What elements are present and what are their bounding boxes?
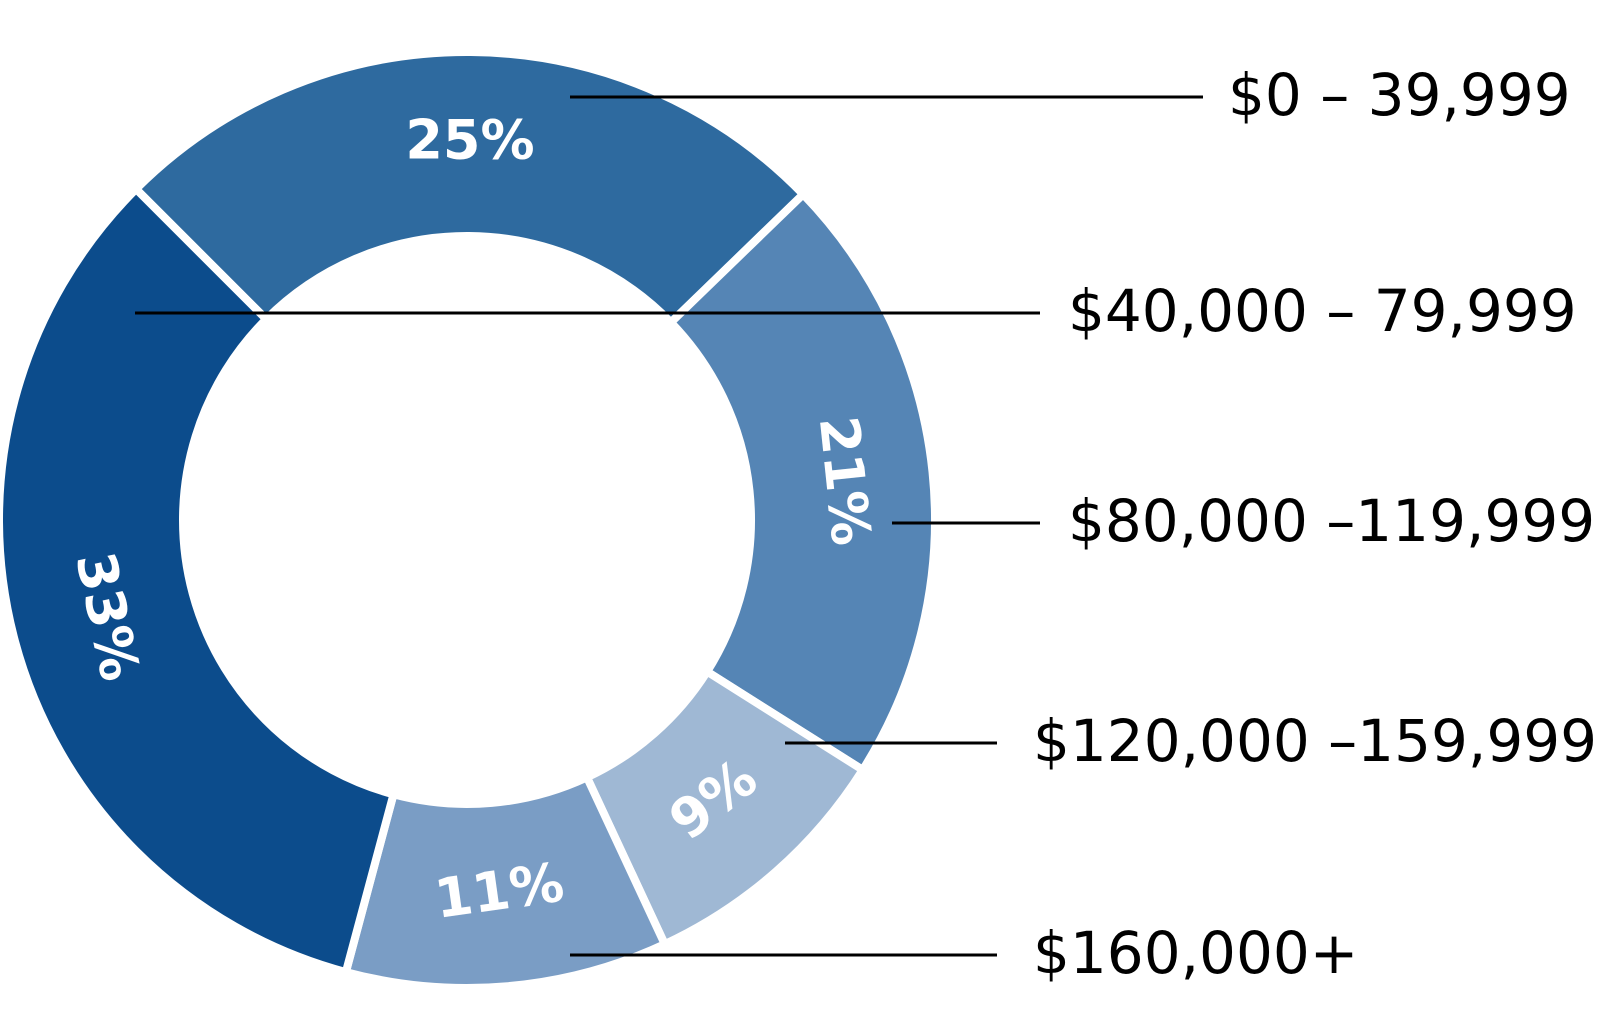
donut-slice — [665, 188, 939, 776]
category-label: $40,000 – 79,999 — [1068, 277, 1577, 345]
donut-slice — [0, 183, 399, 977]
category-label: $120,000 –159,999 — [1033, 707, 1597, 775]
slice-label: 21% — [807, 413, 883, 548]
category-label: $160,000+ — [1033, 919, 1358, 987]
category-label: $80,000 –119,999 — [1068, 487, 1595, 555]
donut-slice — [130, 48, 809, 329]
slice-label: 25% — [405, 109, 534, 172]
category-label: $0 – 39,999 — [1228, 61, 1571, 129]
